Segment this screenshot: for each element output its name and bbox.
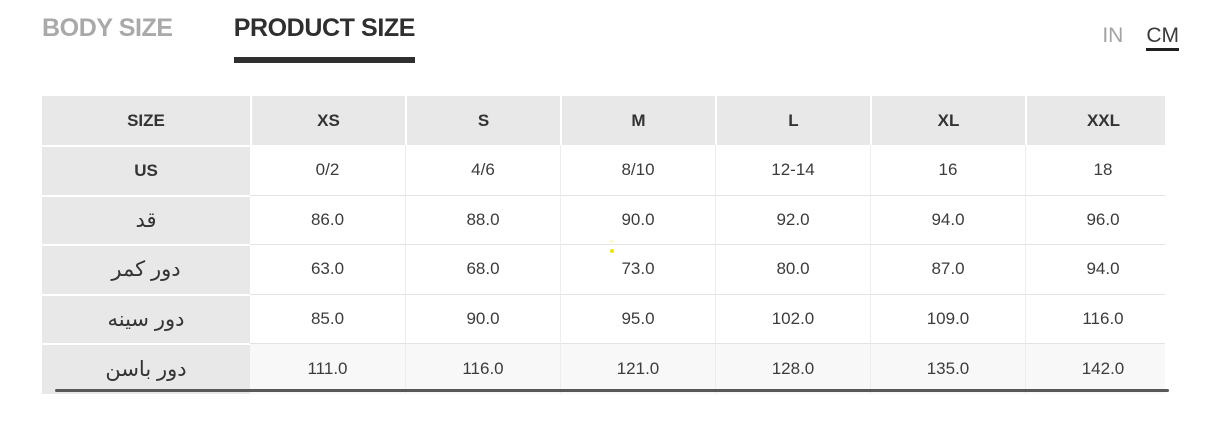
cell-hip-s: 116.0 — [405, 343, 560, 394]
header-cell-xxl: XXL — [1025, 96, 1165, 145]
table-row-height: قد 86.0 88.0 90.0 92.0 94.0 96.0 — [42, 194, 1165, 244]
header-cell-xs: XS — [250, 96, 405, 145]
cell-bust-xs: 85.0 — [250, 293, 405, 343]
cell-height-s: 88.0 — [405, 194, 560, 244]
cell-height-xs: 86.0 — [250, 194, 405, 244]
cell-hip-xl: 135.0 — [870, 343, 1025, 394]
cell-waist-xxl: 94.0 — [1025, 244, 1165, 294]
cell-bust-xl: 109.0 — [870, 293, 1025, 343]
cell-hip-m: 121.0 — [560, 343, 715, 394]
row-label-bust: دور سینه — [42, 293, 250, 343]
unit-toggle: IN CM — [1102, 25, 1179, 51]
header-cell-m: M — [560, 96, 715, 145]
cell-waist-m: 73.0 — [560, 244, 715, 294]
cell-bust-l: 102.0 — [715, 293, 870, 343]
cell-waist-xl: 87.0 — [870, 244, 1025, 294]
cell-us-l: 12-14 — [715, 145, 870, 195]
table-row-us: US 0/2 4/6 8/10 12-14 16 18 — [42, 145, 1165, 195]
cell-bust-s: 90.0 — [405, 293, 560, 343]
cell-bust-xxl: 116.0 — [1025, 293, 1165, 343]
unit-in[interactable]: IN — [1102, 24, 1124, 47]
cell-height-xxl: 96.0 — [1025, 194, 1165, 244]
row-label-waist: دور کمر — [42, 244, 250, 294]
cell-height-l: 92.0 — [715, 194, 870, 244]
size-chart-tabs: BODY SIZE PRODUCT SIZE — [42, 16, 415, 63]
header-cell-s: S — [405, 96, 560, 145]
cell-us-s: 4/6 — [405, 145, 560, 195]
cell-us-xxl: 18 — [1025, 145, 1165, 195]
table-row-waist: دور کمر 63.0 68.0 73.0 80.0 87.0 94.0 — [42, 244, 1165, 294]
header-cell-size: SIZE — [42, 96, 250, 145]
table-row-bust: دور سینه 85.0 90.0 95.0 102.0 109.0 116.… — [42, 293, 1165, 343]
cell-waist-xs: 63.0 — [250, 244, 405, 294]
cursor-dot — [610, 249, 614, 253]
cell-us-xs: 0/2 — [250, 145, 405, 195]
cell-us-xl: 16 — [870, 145, 1025, 195]
cell-hip-l: 128.0 — [715, 343, 870, 394]
cell-height-xl: 94.0 — [870, 194, 1025, 244]
header-cell-l: L — [715, 96, 870, 145]
cell-hip-xxl: 142.0 — [1025, 343, 1165, 394]
tab-product-size[interactable]: PRODUCT SIZE — [233, 16, 415, 63]
table-header-row: SIZE XS S M L XL XXL — [42, 96, 1165, 145]
cell-bust-m: 95.0 — [560, 293, 715, 343]
unit-cm[interactable]: CM — [1146, 25, 1179, 51]
row-label-hip: دور باسن — [42, 343, 250, 394]
table-row-hip: دور باسن 111.0 116.0 121.0 128.0 135.0 1… — [42, 343, 1165, 394]
row-label-us: US — [42, 145, 250, 195]
cell-waist-s: 68.0 — [405, 244, 560, 294]
size-table: SIZE XS S M L XL XXL US 0/2 4/6 8/10 12-… — [42, 96, 1165, 394]
horizontal-scrollbar-thumb[interactable] — [55, 389, 1169, 392]
size-table-container[interactable]: SIZE XS S M L XL XXL US 0/2 4/6 8/10 12-… — [42, 96, 1165, 394]
cursor-dot-faint — [609, 240, 614, 243]
cell-hip-xs: 111.0 — [250, 343, 405, 394]
tab-body-size[interactable]: BODY SIZE — [42, 14, 173, 42]
cell-us-m: 8/10 — [560, 145, 715, 195]
cell-waist-l: 80.0 — [715, 244, 870, 294]
header-cell-xl: XL — [870, 96, 1025, 145]
row-label-height: قد — [42, 194, 250, 244]
cell-height-m: 90.0 — [560, 194, 715, 244]
